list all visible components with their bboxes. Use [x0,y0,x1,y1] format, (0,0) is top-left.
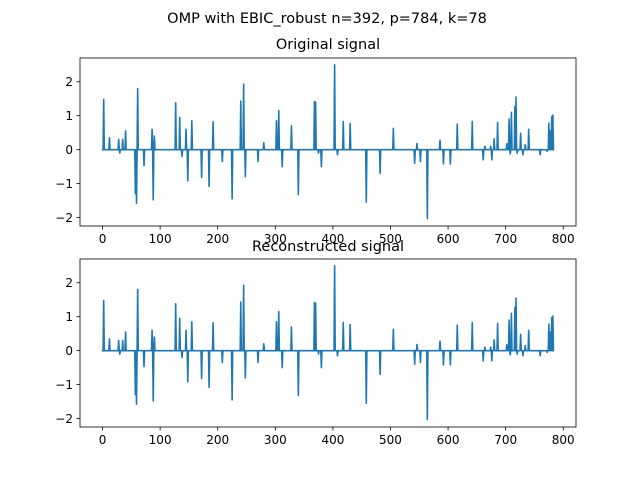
original-signal-frame [79,57,577,227]
x-tick-label: 800 [552,433,575,447]
y-tick-label: 2 [65,276,73,290]
x-tick-label: 700 [494,232,517,246]
x-tick-label: 300 [264,232,287,246]
y-tick-label: −2 [55,412,73,426]
reconstructed-signal-axes: Reconstructed signal 0 100 200 300 400 500 600… [55,239,577,447]
x-tick-label: 200 [206,433,229,447]
original-signal-plot [101,63,555,220]
reconstructed-signal-y-axis: −2 −1 0 1 2 [55,276,80,426]
x-tick-label: 300 [264,433,287,447]
x-tick-label: 100 [149,232,172,246]
x-tick-label: 600 [437,433,460,447]
original-signal-line [101,63,555,220]
original-signal-axes: Original signal 0 100 200 300 400 500 600 700 80… [55,37,577,246]
reconstructed-signal-line [101,264,555,421]
x-tick-label: 500 [379,232,402,246]
y-tick-label: −1 [55,378,73,392]
original-signal-x-axis: 0 100 200 300 400 500 600 700 800 [99,226,575,246]
x-tick-label: 700 [494,433,517,447]
x-tick-label: 600 [437,232,460,246]
x-tick-label: 500 [379,433,402,447]
reconstructed-signal-frame [79,258,577,428]
x-tick-label: 400 [321,232,344,246]
x-tick-label: 400 [321,433,344,447]
reconstructed-signal-title: Reconstructed signal [252,239,404,255]
y-tick-label: −1 [55,177,73,191]
reconstructed-signal-x-axis: 0 100 200 300 400 500 600 700 800 [99,427,575,447]
x-tick-label: 800 [552,232,575,246]
figure-suptitle: OMP with EBIC_robust n=392, p=784, k=78 [167,11,487,27]
original-signal-y-axis: −2 −1 0 1 2 [55,75,80,225]
y-tick-label: −2 [55,211,73,225]
y-tick-label: 1 [65,310,73,324]
y-tick-label: 2 [65,75,73,89]
x-tick-label: 200 [206,232,229,246]
x-tick-label: 0 [99,232,107,246]
y-tick-label: 1 [65,109,73,123]
original-signal-title: Original signal [276,37,380,53]
x-tick-label: 0 [99,433,107,447]
reconstructed-signal-plot [101,264,555,421]
y-tick-label: 0 [65,143,73,157]
x-tick-label: 100 [149,433,172,447]
y-tick-label: 0 [65,344,73,358]
